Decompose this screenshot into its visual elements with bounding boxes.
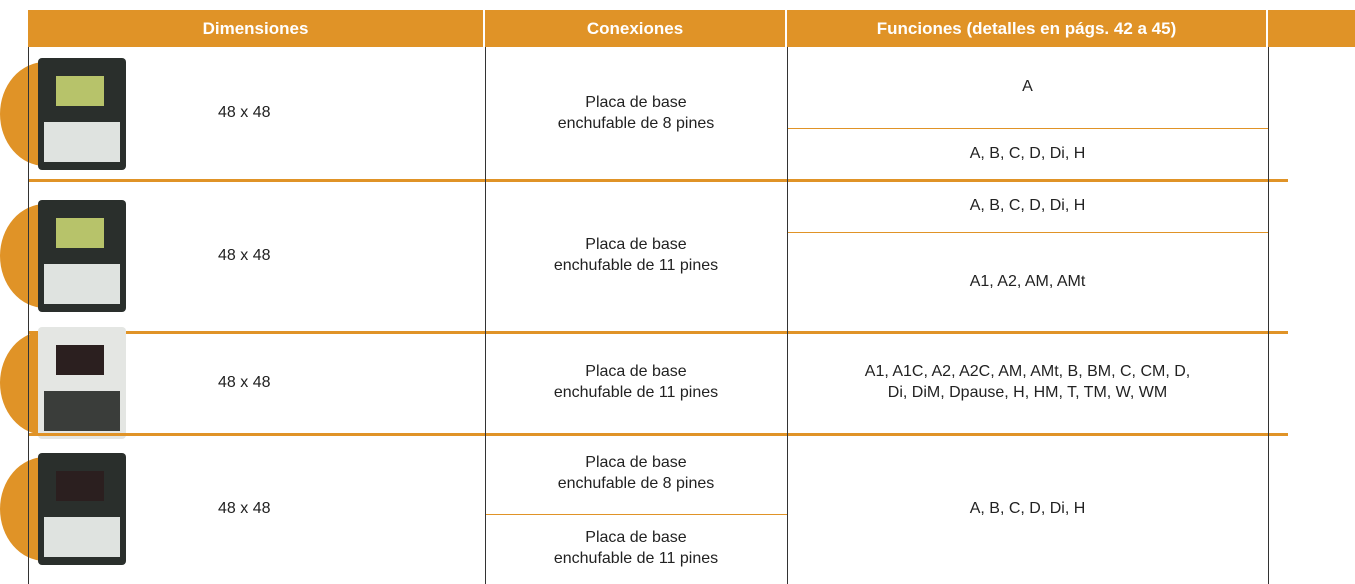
function-cell: A [1022,78,1033,96]
sub-divider [787,232,1268,233]
connection-cell: Placa de base enchufable de 8 pines [557,93,715,132]
dimension-cell: 48 x 48 [218,499,271,517]
column-border [28,47,29,584]
column-header: Conexiones [485,10,787,47]
dimension-cell: 48 x 48 [218,373,271,391]
dimension-cell: 48 x 48 [218,104,271,122]
connection-cell: Placa de base enchufable de 8 pines [557,454,715,492]
function-cell: A, B, C, D, Di, H [969,144,1086,162]
product-keys [44,264,120,304]
column-header: Funciones (detalles en págs. 42 a 45) [787,10,1268,47]
sub-divider [787,128,1268,129]
header-blank [1268,10,1355,47]
function-cell: A1, A2, AM, AMt [969,272,1086,290]
connection-cell: Placa de base enchufable de 11 pines [553,236,719,274]
column-border [1268,47,1269,584]
row-divider [28,331,1288,334]
product-keys [44,517,120,557]
row-divider [28,179,1288,182]
dimension-cell: 48 x 48 [218,246,271,264]
column-header: Dimensiones [28,10,485,47]
row-divider [28,433,1288,436]
product-display [56,471,104,501]
function-cell: A, B, C, D, Di, H [969,196,1086,214]
column-border [485,47,486,584]
function-cell: A1, A1C, A2, A2C, AM, AMt, B, BM, C, CM,… [864,363,1191,401]
column-border [787,47,788,584]
product-keys [44,391,120,431]
product-display [56,218,104,248]
sub-divider [485,514,787,515]
product-display [56,345,104,375]
product-display [56,75,104,106]
product-keys [44,121,120,162]
connection-cell: Placa de base enchufable de 11 pines [553,363,719,401]
connection-cell: Placa de base enchufable de 11 pines [553,529,719,567]
function-cell: A, B, C, D, Di, H [969,499,1086,517]
